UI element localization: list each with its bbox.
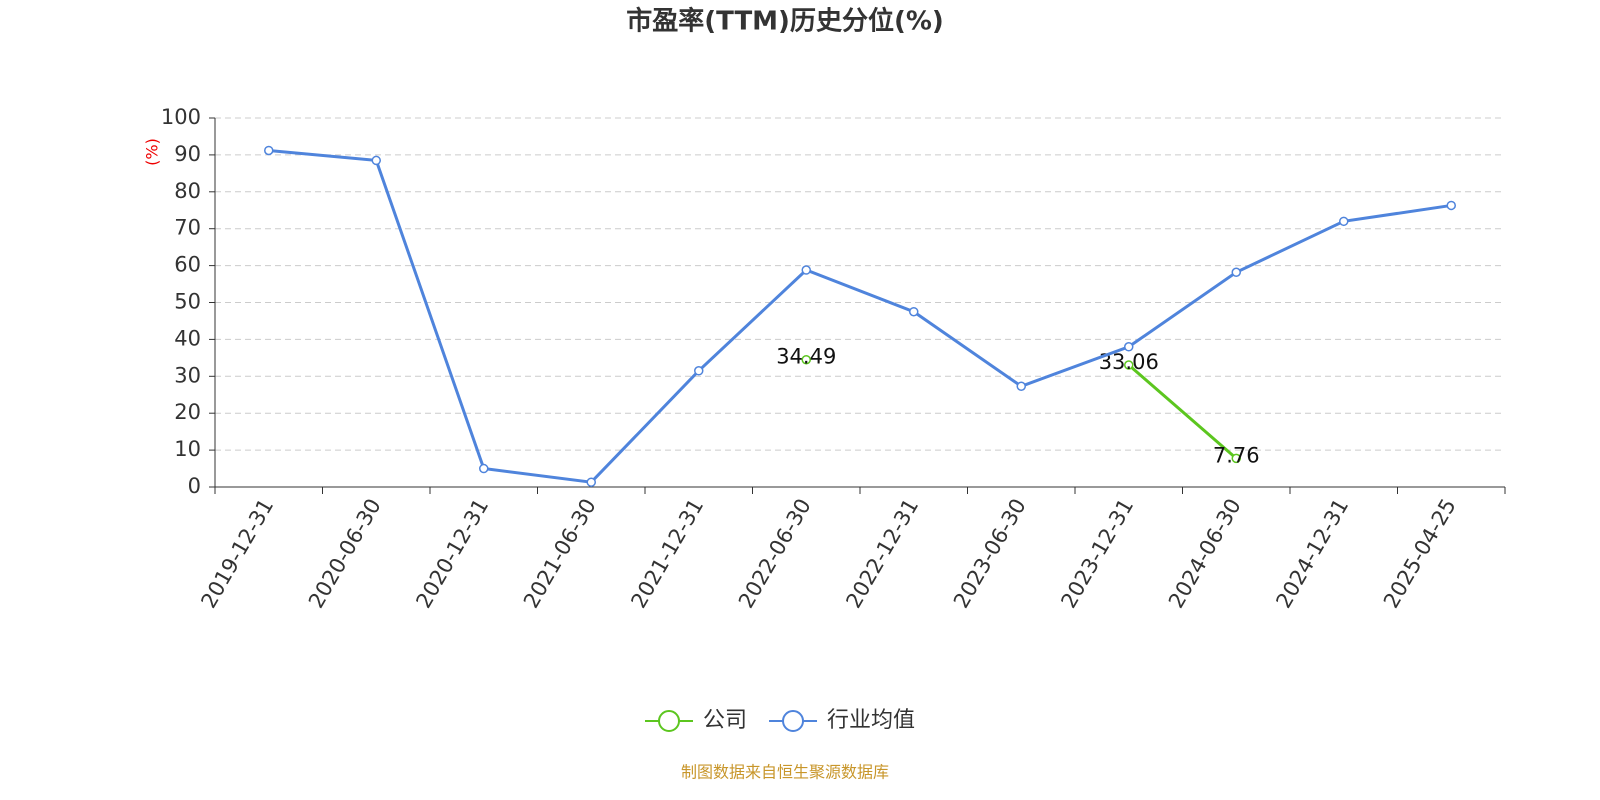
y-tick-label: 60 [174, 253, 201, 277]
x-tick-label: 2021-12-31 [626, 495, 708, 613]
data-point [909, 306, 919, 317]
data-point [1446, 200, 1456, 211]
y-tick-label: 90 [174, 142, 201, 166]
x-tick-label: 2022-06-30 [734, 495, 816, 613]
data-point [1016, 381, 1026, 392]
data-label: 34.49 [776, 345, 836, 369]
y-tick-label: 20 [174, 400, 201, 424]
x-tick-label: 2019-12-31 [196, 495, 278, 613]
data-label: 7.76 [1213, 443, 1260, 467]
data-point [371, 155, 381, 166]
legend-marker [782, 710, 805, 732]
legend-label: 公司 [703, 708, 747, 733]
source-note: 制图数据来自恒生聚源数据库 [681, 763, 889, 782]
legend-label: 行业均值 [827, 708, 915, 733]
y-tick-label: 70 [174, 216, 201, 240]
y-tick-label: 30 [174, 363, 201, 387]
x-tick-label: 2024-12-31 [1271, 495, 1353, 613]
x-tick-label: 2023-12-31 [1056, 495, 1138, 613]
data-point [1339, 216, 1349, 227]
data-point [1231, 453, 1241, 464]
x-tick-label: 2020-12-31 [411, 495, 493, 613]
x-tick-label: 2024-06-30 [1164, 495, 1246, 613]
y-tick-label: 80 [174, 179, 201, 203]
y-tick-label: 10 [174, 437, 201, 461]
data-point [586, 477, 596, 487]
data-point [694, 366, 704, 376]
x-tick-label: 2025-04-25 [1379, 495, 1461, 613]
data-point [801, 354, 811, 365]
data-point [801, 265, 811, 275]
data-point [479, 463, 489, 474]
y-axis-label: (%) [143, 138, 162, 166]
x-tick-label: 2021-06-30 [519, 495, 601, 613]
data-point [1231, 267, 1241, 277]
data-point [1124, 360, 1134, 370]
x-tick-label: 2022-12-31 [841, 495, 923, 613]
data-point [1124, 342, 1134, 352]
y-tick-label: 40 [174, 326, 201, 350]
chart-title: 市盈率(TTM)历史分位(%) [626, 6, 944, 37]
y-tick-label: 0 [188, 474, 201, 498]
x-tick-label: 2020-06-30 [304, 495, 386, 613]
x-tick-label: 2023-06-30 [949, 495, 1031, 613]
series-line [268, 148, 1452, 484]
y-tick-label: 50 [174, 290, 201, 314]
y-tick-label: 100 [161, 105, 201, 129]
legend-marker [658, 710, 680, 732]
series-line [1127, 363, 1238, 460]
data-point [264, 145, 274, 156]
